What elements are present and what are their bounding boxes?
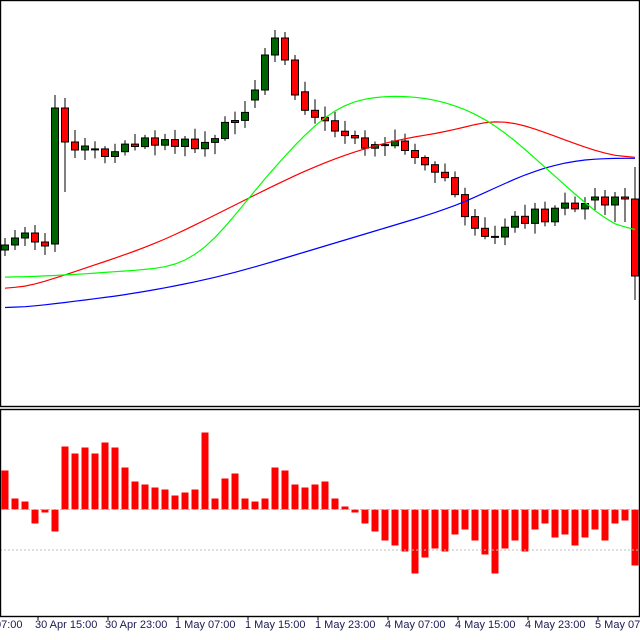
- svg-text:30 Apr 15:00: 30 Apr 15:00: [35, 619, 97, 631]
- svg-text:30 Apr 23:00: 30 Apr 23:00: [105, 619, 167, 631]
- svg-text:07:00: 07:00: [0, 619, 23, 631]
- svg-text:1 May 23:00: 1 May 23:00: [315, 619, 376, 631]
- svg-text:1 May 07:00: 1 May 07:00: [175, 619, 236, 631]
- svg-text:4 May 07:00: 4 May 07:00: [385, 619, 446, 631]
- svg-text:1 May 15:00: 1 May 15:00: [245, 619, 306, 631]
- svg-text:5 May 07:00: 5 May 07:00: [595, 619, 640, 631]
- svg-text:4 May 23:00: 4 May 23:00: [525, 619, 586, 631]
- svg-text:4 May 15:00: 4 May 15:00: [455, 619, 516, 631]
